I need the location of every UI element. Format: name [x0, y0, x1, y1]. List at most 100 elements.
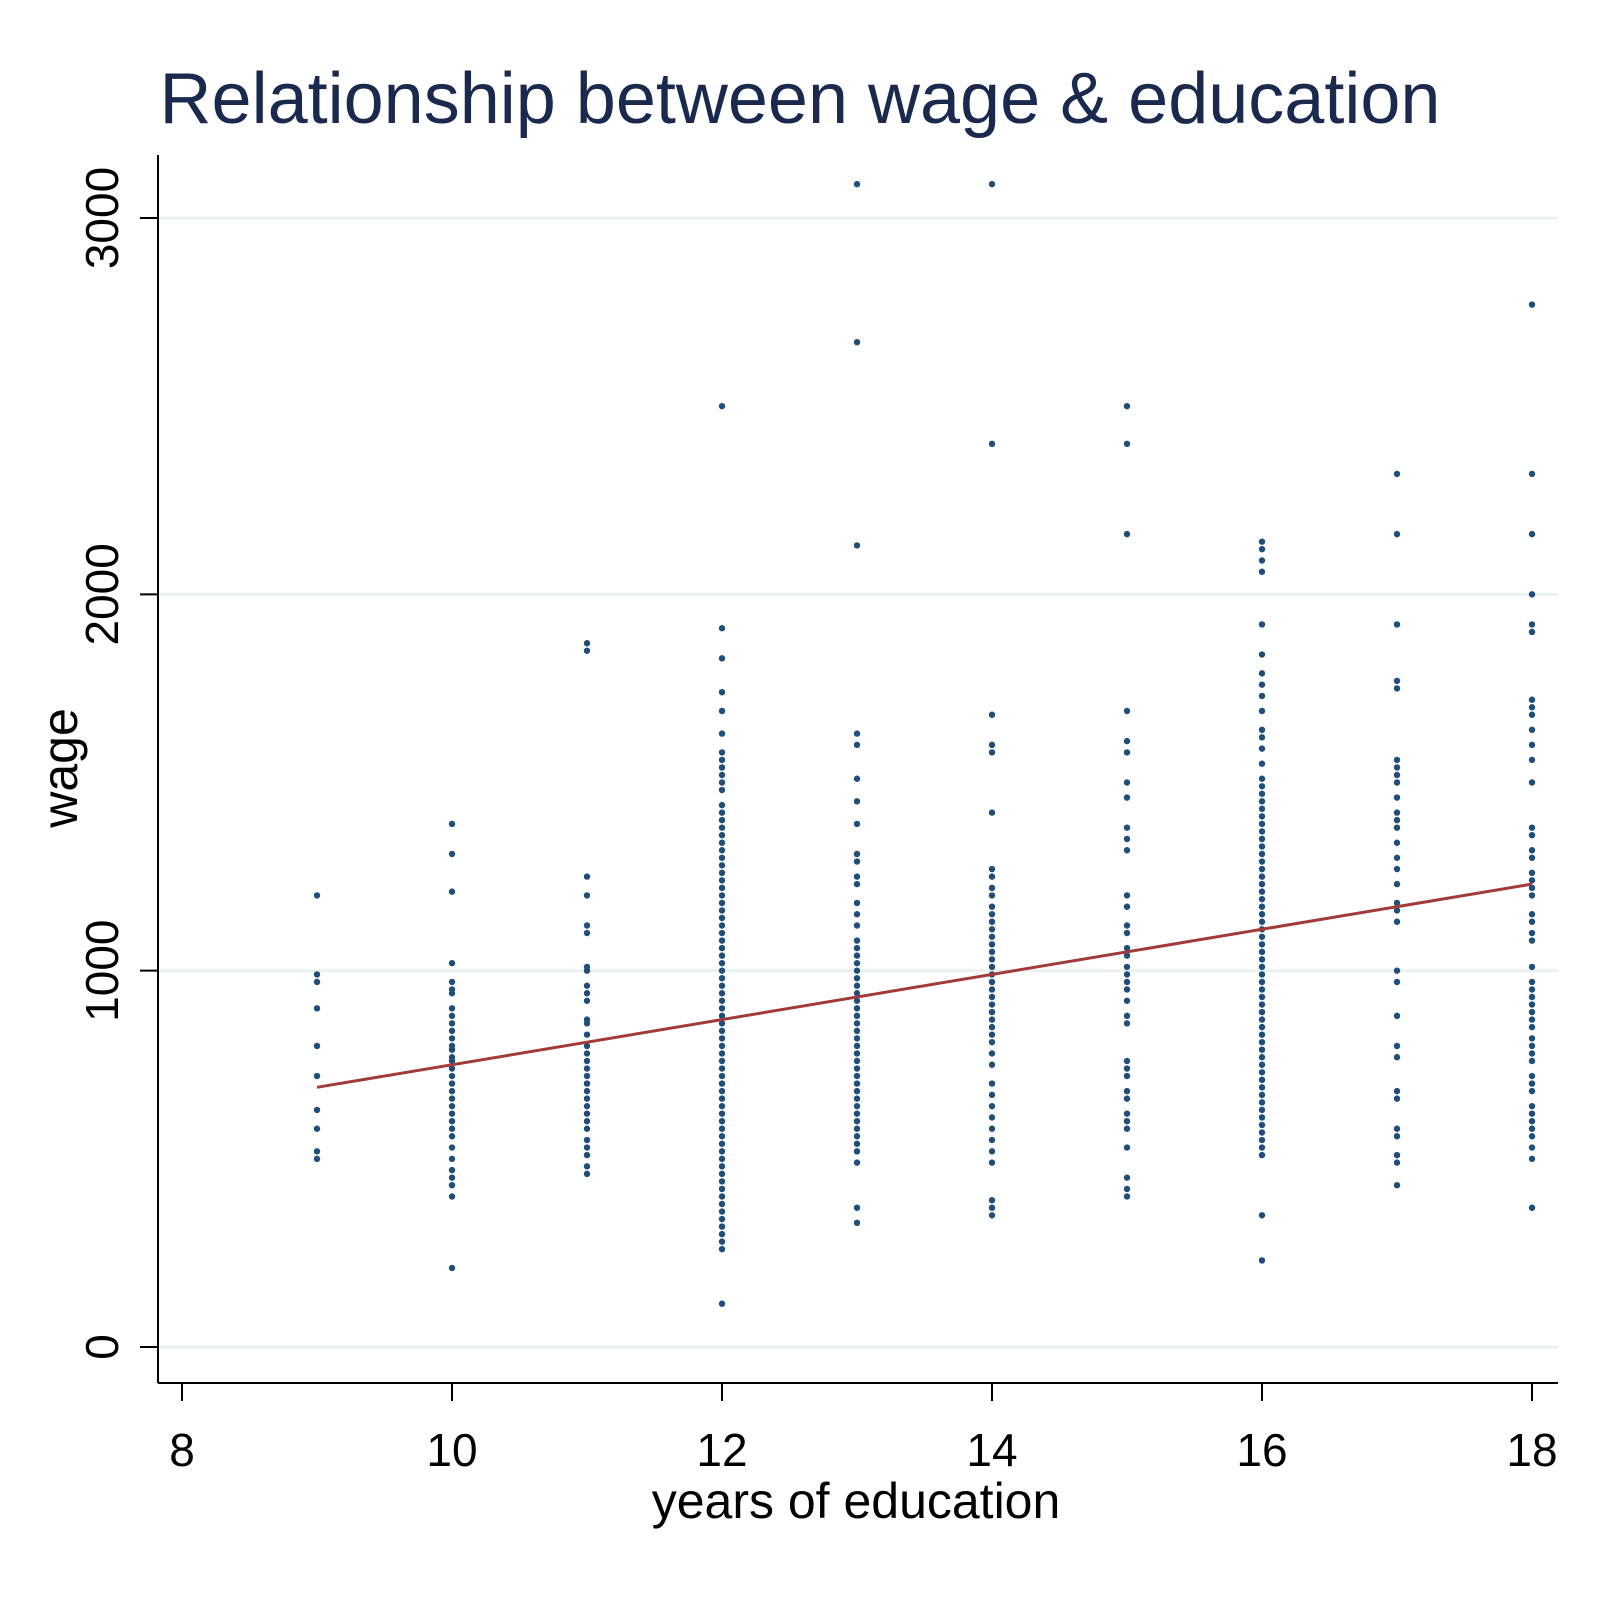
scatter-point: [853, 858, 861, 865]
scatter-point: [583, 1042, 591, 1050]
scatter-point: [1123, 402, 1131, 410]
scatter-point: [718, 1223, 726, 1230]
scatter-point: [718, 1035, 726, 1042]
scatter-point: [718, 1020, 726, 1027]
scatter-point: [1393, 1054, 1401, 1061]
scatter-point: [853, 180, 861, 188]
scatter-point: [853, 1065, 861, 1072]
axes: 8 10 12 14 16 18 0 1000 2000 3000: [76, 155, 1558, 1476]
scatter-point: [1528, 854, 1536, 861]
scatter-point: [1528, 831, 1536, 839]
scatter-point: [1528, 978, 1536, 986]
scatter-point: [1393, 1087, 1401, 1095]
scatter-point: [1528, 591, 1536, 598]
scatter-point: [1528, 918, 1536, 925]
scatter-point: [1258, 858, 1266, 865]
scatter-point: [988, 978, 996, 986]
scatter-point: [988, 865, 996, 873]
scatter-point: [583, 1087, 591, 1095]
scatter-point: [1528, 301, 1536, 308]
scatter-point: [1123, 1110, 1131, 1117]
scatter-point: [988, 1204, 996, 1211]
scatter-point: [718, 1215, 726, 1223]
scatter-point: [448, 959, 456, 967]
scatter-point: [448, 1046, 456, 1053]
scatter-point: [1393, 1125, 1401, 1132]
scatter-point: [1393, 621, 1401, 628]
scatter-point: [448, 1110, 456, 1117]
scatter-points: [313, 180, 1536, 1307]
scatter-point: [718, 771, 726, 779]
scatter-point: [1528, 1125, 1536, 1132]
scatter-point: [853, 997, 861, 1004]
scatter-point: [583, 1136, 591, 1144]
scatter-point: [1258, 918, 1266, 925]
scatter-point: [1258, 1076, 1266, 1084]
scatter-point: [1528, 1016, 1536, 1023]
scatter-point: [1258, 843, 1266, 850]
scatter-point: [1528, 911, 1536, 918]
scatter-point: [583, 929, 591, 937]
scatter-point: [853, 542, 861, 549]
scatter-point: [448, 1027, 456, 1035]
scatter-point: [1123, 944, 1131, 952]
scatter-point: [1123, 1118, 1131, 1125]
scatter-point: [1258, 545, 1266, 553]
scatter-point: [988, 926, 996, 933]
scatter-point: [448, 1181, 456, 1189]
scatter-point: [448, 1095, 456, 1102]
scatter-point: [718, 801, 726, 809]
scatter-point: [448, 1020, 456, 1027]
scatter-point: [1393, 1151, 1401, 1159]
scatter-point: [448, 820, 456, 828]
scatter-point: [1258, 986, 1266, 993]
scatter-point: [718, 730, 726, 737]
scatter-point: [1258, 707, 1266, 715]
scatter-point: [1123, 978, 1131, 986]
scatter-point: [718, 929, 726, 937]
scatter-point: [1123, 1185, 1131, 1193]
scatter-point: [718, 1095, 726, 1102]
scatter-point: [1123, 737, 1131, 745]
scatter-point: [988, 180, 996, 188]
x-tick-label-10: 10: [426, 1424, 477, 1476]
scatter-point: [1258, 805, 1266, 813]
scatter-point: [1528, 1118, 1536, 1125]
scatter-point: [1528, 1080, 1536, 1087]
scatter-point: [988, 948, 996, 956]
scatter-point: [988, 1061, 996, 1068]
scatter-point: [718, 1230, 726, 1238]
scatter-point: [853, 1148, 861, 1155]
scatter-point: [1528, 1204, 1536, 1211]
scatter-point: [718, 884, 726, 892]
scatter-point: [448, 1166, 456, 1174]
scatter-point: [448, 1118, 456, 1125]
scatter-point: [1258, 1061, 1266, 1068]
scatter-point: [853, 1087, 861, 1095]
scatter-point: [583, 1095, 591, 1102]
scatter-point: [1123, 707, 1131, 715]
scatter-point: [583, 1125, 591, 1132]
scatter-point: [583, 1050, 591, 1057]
scatter-point: [583, 997, 591, 1004]
scatter-point: [448, 1174, 456, 1181]
x-tick-label-16: 16: [1236, 1424, 1287, 1476]
scatter-point: [1393, 967, 1401, 974]
scatter-point: [988, 903, 996, 910]
scatter-point: [718, 707, 726, 715]
scatter-point: [448, 1012, 456, 1020]
scatter-point: [853, 1125, 861, 1132]
scatter-point: [853, 959, 861, 967]
scatter-point: [448, 1155, 456, 1163]
scatter-point: [1393, 1012, 1401, 1020]
x-tick-label-8: 8: [169, 1424, 195, 1476]
scatter-point: [718, 877, 726, 884]
scatter-point: [1528, 824, 1536, 831]
scatter-point: [583, 1151, 591, 1159]
scatter-point: [853, 1020, 861, 1027]
scatter-point: [1123, 922, 1131, 929]
scatter-point: [1123, 1144, 1131, 1151]
x-axis-title: years of education: [652, 1473, 1061, 1529]
y-tick-label-1000: 1000: [76, 919, 128, 1021]
scatter-point: [1258, 621, 1266, 628]
